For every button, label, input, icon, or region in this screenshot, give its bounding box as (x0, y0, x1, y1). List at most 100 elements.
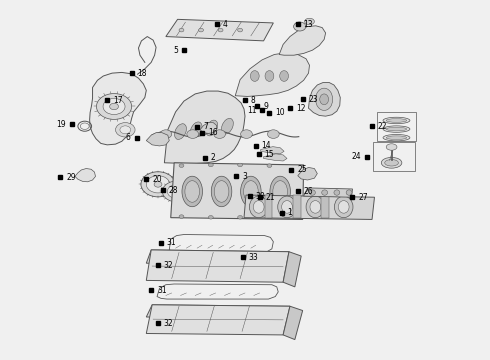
Text: 11: 11 (247, 105, 256, 114)
Text: 4: 4 (222, 19, 227, 28)
Ellipse shape (310, 201, 321, 213)
Ellipse shape (250, 71, 259, 81)
Polygon shape (304, 188, 352, 197)
Ellipse shape (198, 28, 203, 32)
Ellipse shape (338, 201, 349, 213)
Ellipse shape (162, 181, 191, 202)
Ellipse shape (190, 122, 202, 138)
Ellipse shape (238, 163, 243, 167)
Ellipse shape (211, 176, 232, 207)
Ellipse shape (268, 130, 279, 138)
Polygon shape (147, 250, 289, 282)
Polygon shape (265, 195, 272, 218)
Ellipse shape (273, 181, 288, 202)
Ellipse shape (179, 28, 184, 32)
Text: 29: 29 (66, 173, 76, 182)
Polygon shape (169, 234, 273, 253)
Ellipse shape (270, 176, 291, 207)
Text: 14: 14 (262, 141, 271, 150)
Ellipse shape (294, 22, 306, 31)
Bar (373, 141, 415, 171)
Ellipse shape (187, 130, 198, 138)
Polygon shape (235, 53, 310, 96)
Ellipse shape (214, 130, 225, 138)
Ellipse shape (214, 181, 229, 202)
Ellipse shape (206, 120, 218, 136)
Ellipse shape (179, 164, 184, 167)
Ellipse shape (97, 94, 132, 120)
Polygon shape (164, 91, 245, 163)
Text: 21: 21 (266, 193, 275, 202)
Ellipse shape (278, 196, 296, 218)
Ellipse shape (221, 118, 233, 134)
Text: 5: 5 (173, 46, 178, 55)
Text: 17: 17 (113, 96, 122, 105)
Ellipse shape (282, 201, 293, 213)
Ellipse shape (167, 185, 186, 198)
Ellipse shape (238, 28, 243, 32)
Polygon shape (293, 195, 301, 218)
Ellipse shape (110, 103, 119, 110)
Ellipse shape (253, 201, 264, 213)
Text: 9: 9 (263, 102, 268, 111)
Ellipse shape (334, 190, 340, 195)
Ellipse shape (267, 164, 272, 167)
Ellipse shape (386, 119, 407, 122)
Text: 20: 20 (152, 175, 162, 184)
Text: 32: 32 (164, 319, 173, 328)
Text: 3: 3 (242, 172, 247, 181)
Ellipse shape (310, 190, 316, 195)
Ellipse shape (182, 176, 202, 207)
Ellipse shape (244, 181, 258, 202)
Text: 1: 1 (288, 208, 292, 217)
Polygon shape (244, 195, 374, 220)
Polygon shape (200, 123, 217, 134)
Text: 33: 33 (248, 253, 258, 262)
Ellipse shape (241, 176, 261, 207)
Ellipse shape (120, 126, 131, 134)
Polygon shape (261, 147, 284, 154)
Ellipse shape (305, 18, 315, 25)
Polygon shape (166, 19, 273, 41)
Polygon shape (298, 167, 318, 180)
Polygon shape (90, 72, 147, 145)
Ellipse shape (383, 134, 410, 141)
Ellipse shape (386, 136, 407, 139)
Ellipse shape (103, 98, 125, 114)
Text: 15: 15 (265, 150, 274, 159)
Polygon shape (75, 168, 96, 182)
Ellipse shape (179, 215, 184, 219)
Polygon shape (321, 195, 329, 218)
Polygon shape (283, 252, 301, 287)
Ellipse shape (208, 163, 213, 167)
Polygon shape (147, 133, 169, 146)
Text: 22: 22 (378, 122, 388, 131)
Text: 19: 19 (56, 120, 66, 129)
Text: 31: 31 (167, 238, 176, 247)
Ellipse shape (334, 196, 353, 218)
Ellipse shape (320, 94, 329, 105)
Text: 32: 32 (164, 261, 173, 270)
Ellipse shape (241, 130, 252, 138)
Ellipse shape (322, 190, 328, 195)
Ellipse shape (238, 216, 243, 219)
Ellipse shape (116, 123, 135, 137)
Polygon shape (283, 306, 303, 339)
Ellipse shape (208, 216, 213, 219)
Ellipse shape (154, 181, 162, 187)
Text: 27: 27 (358, 193, 368, 202)
Text: 7: 7 (203, 122, 208, 131)
Text: 10: 10 (275, 108, 285, 117)
Ellipse shape (249, 196, 268, 218)
Ellipse shape (280, 71, 289, 81)
Ellipse shape (147, 176, 170, 193)
Ellipse shape (185, 181, 199, 202)
Ellipse shape (386, 144, 397, 150)
Polygon shape (279, 26, 326, 55)
Polygon shape (147, 250, 289, 265)
Text: 18: 18 (138, 69, 147, 78)
Ellipse shape (174, 124, 186, 139)
Ellipse shape (220, 258, 229, 265)
Ellipse shape (160, 130, 172, 138)
Text: 31: 31 (157, 286, 167, 295)
